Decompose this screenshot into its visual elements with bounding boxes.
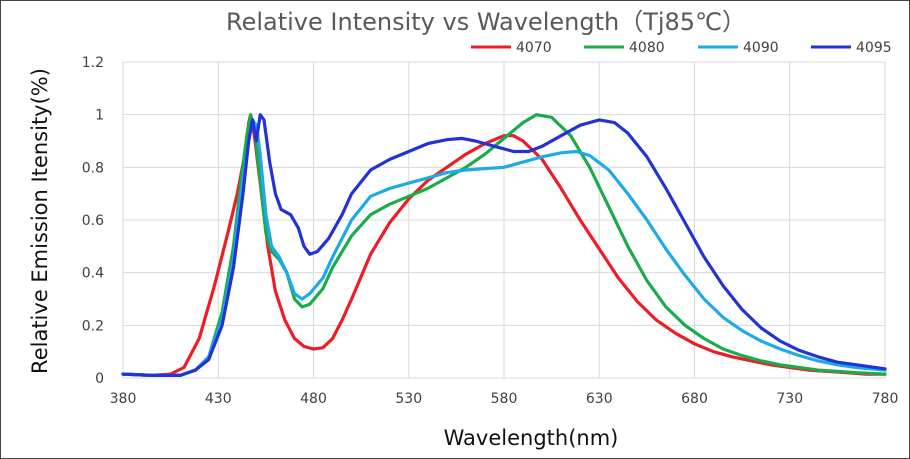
y-tick-label: 1.2 xyxy=(82,55,104,71)
x-tick-label: 380 xyxy=(110,391,137,407)
x-tick-label: 680 xyxy=(681,391,708,407)
y-tick-label: 0.2 xyxy=(82,318,104,334)
x-tick-label: 480 xyxy=(300,391,327,407)
y-tick-label: 0 xyxy=(95,371,104,387)
legend-label-4095: 4095 xyxy=(856,40,892,56)
x-tick-label: 780 xyxy=(872,391,899,407)
y-axis-label: Relative Emission Itensity(%) xyxy=(28,68,52,374)
series-line-4080 xyxy=(121,113,887,377)
legend-label-4090: 4090 xyxy=(743,40,779,56)
y-tick-label: 0.4 xyxy=(82,266,104,282)
x-tick-labels: 380 430 480 530 580 630 680 730 780 xyxy=(110,391,899,407)
legend-label-4070: 4070 xyxy=(516,40,552,56)
y-tick-label: 1 xyxy=(95,108,104,124)
y-tick-label: 0.8 xyxy=(82,160,104,176)
series-lines xyxy=(121,113,887,377)
y-tick-label: 0.6 xyxy=(82,213,104,229)
x-tick-label: 630 xyxy=(586,391,613,407)
x-axis-label: Wavelength(nm) xyxy=(444,426,619,450)
chart-title: Relative Intensity vs Wavelength（Tj85℃） xyxy=(226,8,746,36)
legend: 4070 4080 4090 4095 xyxy=(471,40,892,56)
x-tick-label: 530 xyxy=(395,391,422,407)
series-line-4095 xyxy=(121,113,887,377)
x-tick-label: 580 xyxy=(491,391,518,407)
legend-label-4080: 4080 xyxy=(629,40,665,56)
y-tick-labels: 0 0.2 0.4 0.6 0.8 1 1.2 xyxy=(82,55,104,387)
x-tick-label: 730 xyxy=(776,391,803,407)
x-tick-label: 430 xyxy=(205,391,232,407)
